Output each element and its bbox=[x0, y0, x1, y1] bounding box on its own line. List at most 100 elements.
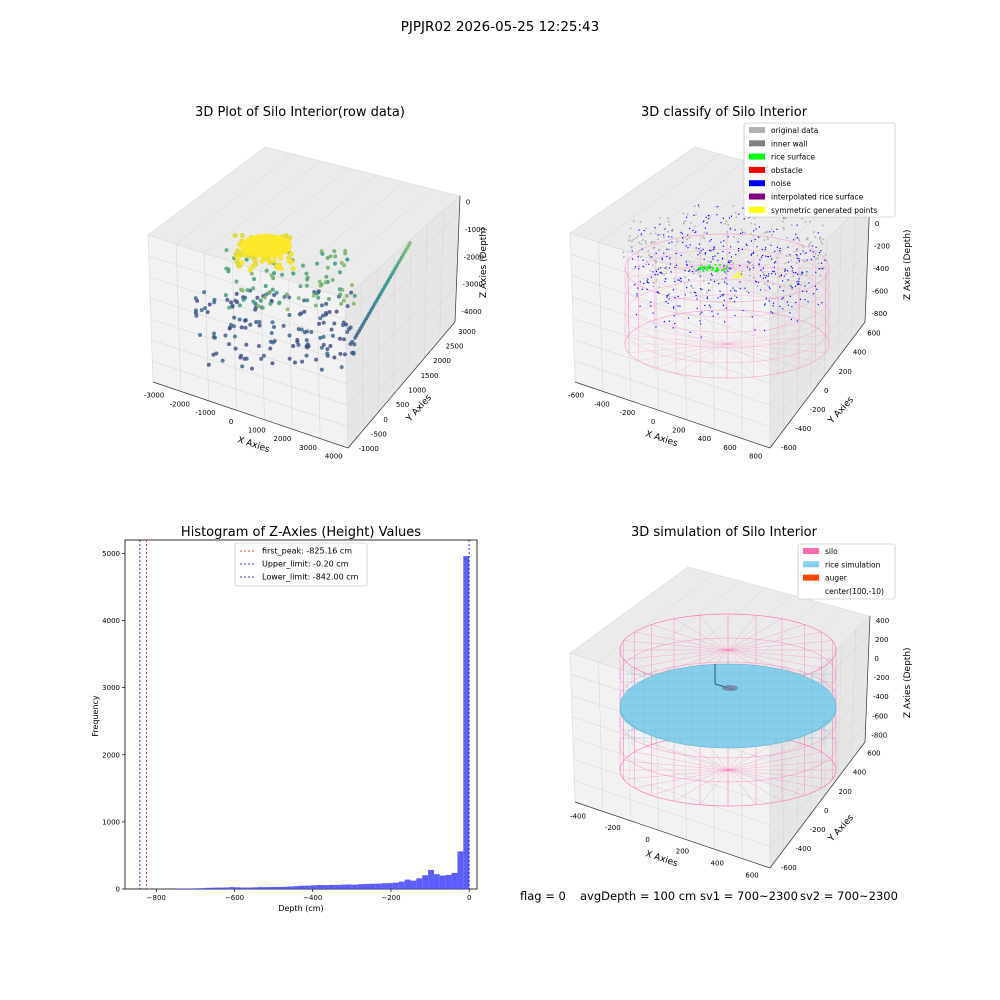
noise-point bbox=[759, 259, 761, 261]
original-point bbox=[635, 237, 637, 240]
raw-data-point bbox=[241, 252, 247, 258]
noise-point bbox=[729, 261, 731, 264]
noise-point bbox=[641, 248, 643, 250]
noise-point bbox=[764, 303, 766, 305]
noise-point bbox=[635, 314, 638, 316]
original-point bbox=[756, 254, 759, 257]
noise-point bbox=[814, 285, 816, 287]
silo-floor-spoke bbox=[726, 343, 800, 369]
noise-point bbox=[687, 247, 689, 249]
original-point bbox=[676, 240, 679, 243]
noise-point bbox=[642, 259, 644, 261]
raw-data-point bbox=[244, 356, 249, 361]
noise-point bbox=[772, 302, 775, 304]
rice-surface-point bbox=[702, 269, 705, 272]
noise-point bbox=[695, 292, 697, 294]
silo-floor-spoke bbox=[651, 769, 729, 796]
original-point bbox=[749, 274, 751, 277]
y-axis-line bbox=[769, 321, 866, 449]
noise-point bbox=[700, 250, 702, 252]
silo-roof-spoke bbox=[726, 267, 800, 293]
noise-point bbox=[697, 268, 699, 271]
y-tick-label: 500 bbox=[396, 401, 409, 409]
noise-point bbox=[765, 255, 767, 257]
original-point bbox=[657, 238, 659, 241]
raw-data-point bbox=[287, 313, 292, 318]
noise-point bbox=[727, 236, 729, 238]
histogram-bar bbox=[334, 884, 341, 889]
z-axis-line bbox=[454, 195, 461, 323]
grid-line bbox=[175, 153, 294, 392]
noise-point bbox=[672, 327, 674, 329]
noise-point bbox=[787, 279, 789, 281]
noise-point bbox=[663, 321, 665, 323]
noise-point bbox=[666, 248, 668, 250]
legend-label: noise bbox=[771, 179, 791, 188]
raw-data-point bbox=[231, 324, 236, 329]
raw-data-point bbox=[260, 305, 265, 310]
noise-point bbox=[677, 305, 679, 307]
noise-point bbox=[712, 249, 714, 251]
original-point bbox=[800, 274, 802, 276]
noise-point bbox=[780, 274, 782, 276]
raw-data-point bbox=[281, 323, 286, 328]
raw-data-point bbox=[325, 353, 330, 358]
noise-point bbox=[772, 305, 774, 307]
noise-point bbox=[650, 305, 652, 307]
original-point bbox=[647, 250, 650, 252]
raw-data-point bbox=[270, 287, 275, 292]
original-point bbox=[814, 236, 817, 238]
noise-point bbox=[812, 251, 814, 253]
raw-data-point bbox=[334, 309, 339, 314]
silo-floor-spoke bbox=[726, 343, 779, 374]
histogram-bar bbox=[398, 881, 405, 889]
raw-data-point bbox=[232, 232, 238, 239]
symmetric-point bbox=[734, 276, 737, 279]
status-footer: flag = 0 avgDepth = 100 cm sv1 = 700~230… bbox=[520, 889, 898, 903]
silo-floor-spoke bbox=[675, 314, 728, 345]
original-point bbox=[648, 254, 650, 256]
noise-point bbox=[652, 271, 654, 273]
noise-point bbox=[637, 287, 639, 289]
noise-point bbox=[711, 274, 713, 276]
noise-point bbox=[817, 232, 819, 234]
histogram-bar bbox=[463, 556, 470, 889]
original-point bbox=[668, 224, 671, 226]
raw-data-point bbox=[212, 335, 217, 340]
noise-point bbox=[754, 280, 757, 282]
noise-point bbox=[727, 270, 729, 272]
noise-point bbox=[664, 267, 666, 269]
auger-head bbox=[722, 685, 738, 691]
original-point bbox=[639, 221, 642, 223]
noise-point bbox=[733, 289, 736, 291]
original-point bbox=[781, 220, 784, 223]
raw-data-point bbox=[324, 301, 329, 306]
raw-data-point bbox=[408, 241, 412, 245]
original-point bbox=[786, 237, 788, 239]
noise-point bbox=[674, 280, 676, 283]
noise-point bbox=[772, 231, 775, 233]
noise-point bbox=[682, 237, 684, 239]
histogram-xlabel: Depth (cm) bbox=[278, 904, 323, 913]
noise-point bbox=[767, 280, 769, 282]
raw-data-point bbox=[267, 290, 272, 295]
original-point bbox=[766, 236, 769, 238]
noise-point bbox=[797, 283, 799, 285]
raw-plot-xlabel: X Axies bbox=[236, 435, 271, 455]
raw-data-point bbox=[239, 232, 245, 239]
noise-point bbox=[650, 276, 653, 278]
original-point bbox=[802, 259, 805, 262]
original-point bbox=[641, 239, 644, 241]
original-point bbox=[767, 238, 769, 241]
noise-point bbox=[796, 224, 798, 226]
original-point bbox=[654, 232, 657, 235]
noise-point bbox=[687, 317, 690, 319]
noise-point bbox=[680, 280, 682, 283]
silo-roof-spoke bbox=[675, 238, 728, 269]
raw-data-point bbox=[341, 337, 346, 342]
histogram-bar bbox=[328, 884, 335, 889]
z-tick-label: -4000 bbox=[461, 308, 481, 316]
silo-roof-spoke bbox=[628, 259, 728, 269]
x-tick-label: 200 bbox=[676, 848, 689, 856]
